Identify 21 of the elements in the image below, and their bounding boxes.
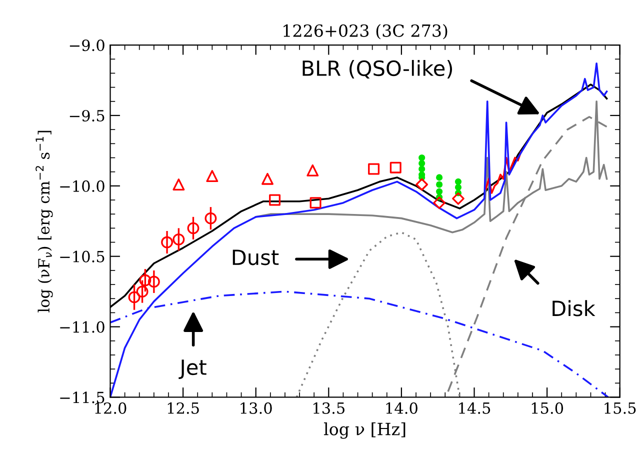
- y-tick-label: −11.5: [60, 392, 104, 404]
- annotation: Dust: [232, 250, 279, 266]
- x-tick-label: 14.0: [386, 402, 418, 414]
- annotation: Disk: [552, 300, 596, 316]
- x-tick-label: 14.5: [459, 402, 490, 414]
- x-tick-label: 12.5: [168, 402, 199, 414]
- y-tick-label: −11.0: [60, 321, 104, 333]
- y-axis-title: log (νF$_{ν}$) [erg cm$^{−2}$ s$^{−1}$]: [36, 130, 53, 312]
- annotation: Jet: [178, 360, 206, 379]
- x-tick-label: 15.5: [604, 402, 636, 414]
- y-tick-label: −10.5: [60, 250, 104, 262]
- annotation: BLR (QSO-like): [302, 60, 452, 79]
- x-axis-title: log ν [Hz]: [324, 422, 406, 439]
- y-tick-label: −9.0: [70, 40, 104, 52]
- chart-title: 1226+023 (3C 273): [284, 24, 448, 40]
- y-tick-label: −9.5: [70, 110, 104, 122]
- y-tick-label: −10.0: [60, 180, 104, 192]
- x-tick-label: 13.5: [314, 402, 344, 414]
- x-tick-label: 13.0: [240, 402, 272, 414]
- x-tick-label: 15.0: [532, 402, 564, 414]
- x-tick-label: 12.0: [95, 402, 126, 414]
